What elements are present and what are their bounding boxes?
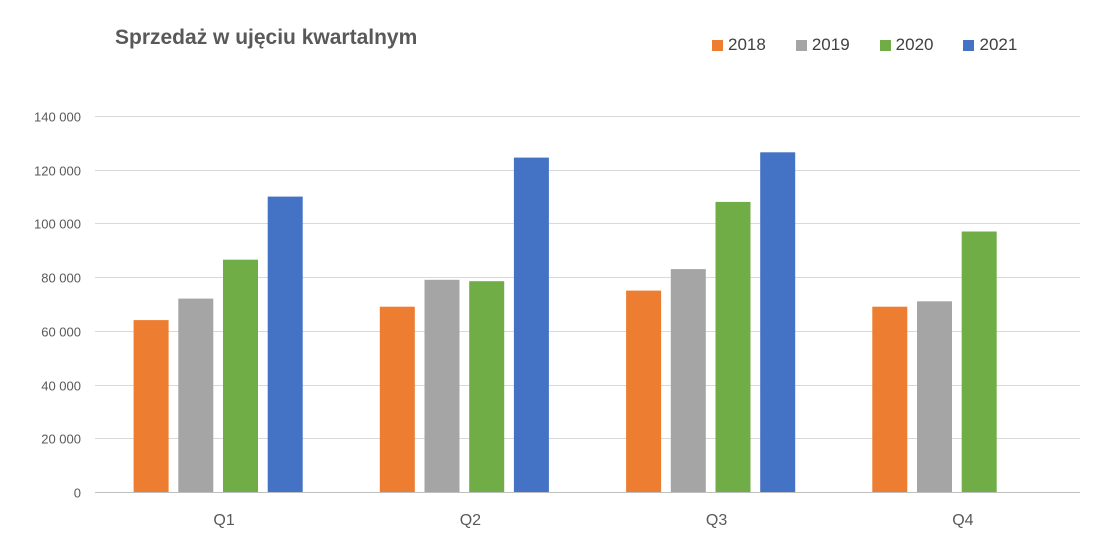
bars [133,152,997,493]
y-tick-label: 0 [74,486,81,501]
bar-q2-2018 [379,306,415,492]
legend-swatch-2021 [963,39,975,51]
y-tick-label: 120 000 [34,164,81,179]
legend-swatch-2020 [879,39,891,51]
legend-item-2018: 2018 [712,35,766,55]
legend-item-2019: 2019 [795,35,850,55]
x-tick-label: Q1 [213,512,234,529]
legend-label-2020: 2020 [895,35,934,54]
bar-q4-2018 [872,306,908,492]
bar-q4-2019 [917,301,952,492]
y-tick-label: 100 000 [34,217,81,232]
bar-q1-2019 [178,298,214,492]
legend-item-2020: 2020 [879,35,934,55]
legend-label-2018: 2018 [728,35,766,54]
y-tick-label: 20 000 [41,432,81,447]
x-tick-label: Q4 [952,512,973,529]
legend-label-2019: 2019 [811,35,850,54]
legend-item-2021: 2021 [963,35,1017,55]
bar-q2-2019 [424,279,460,492]
legend-swatch-2018 [712,39,723,51]
bar-q2-2021 [513,157,549,492]
legend: 2018 2019 2020 2021 [712,35,1017,55]
bar-q3-2019 [670,269,706,492]
bar-q1-2020 [223,259,258,492]
y-tick-label: 40 000 [41,379,81,394]
gridlines [95,116,1080,439]
y-tick-label: 140 000 [34,110,81,125]
bar-q2-2020 [469,281,505,492]
legend-label-2021: 2021 [979,35,1018,54]
bar-q4-2020 [961,231,997,492]
bar-q3-2018 [626,290,662,492]
bar-q1-2021 [267,196,303,492]
y-tick-label: 60 000 [41,325,81,340]
chart-title: Sprzedaż w ujęciu kwartalnym [115,26,418,49]
axes: 0 20 000 40 000 60 000 80 000 100 000 120 000 1… [34,110,1080,529]
bar-q3-2021 [760,152,796,493]
y-tick-label: 80 000 [41,271,81,286]
legend-swatch-2019 [795,39,807,51]
bar-q1-2018 [133,320,169,492]
bar-q3-2020 [715,201,751,492]
x-tick-label: Q3 [706,512,727,529]
x-tick-label: Q2 [460,512,481,529]
